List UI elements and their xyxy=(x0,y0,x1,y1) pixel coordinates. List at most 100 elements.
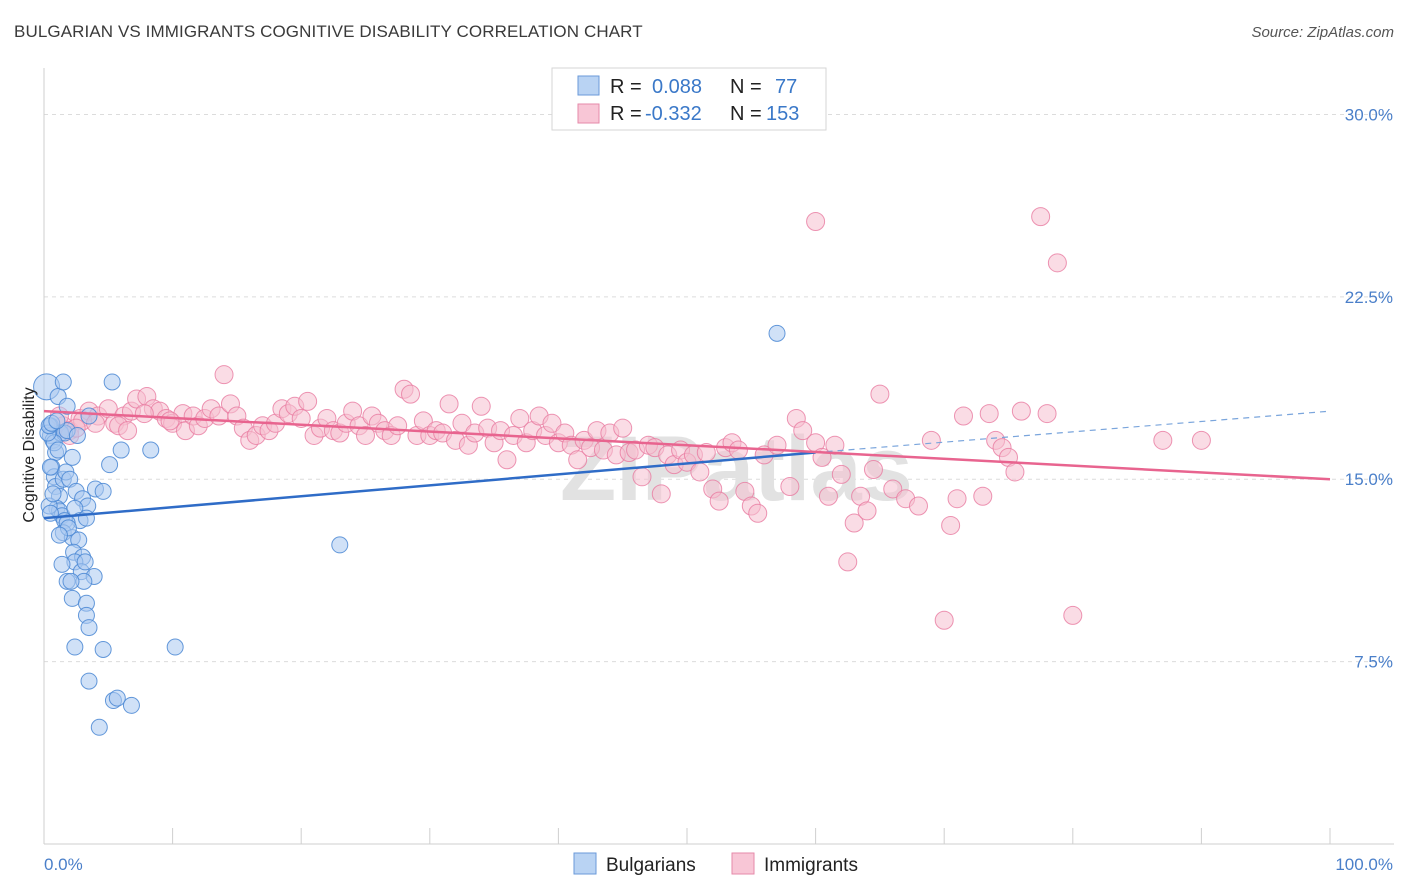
immigrants-point xyxy=(542,413,562,433)
immigrants-point xyxy=(632,467,652,487)
immigrants-point xyxy=(497,450,517,470)
immigrants-point xyxy=(134,404,154,424)
bulgarians-trend-extension xyxy=(815,410,1331,454)
bulgarians-point xyxy=(66,638,84,656)
immigrants-point xyxy=(613,418,633,438)
bulgarians-point xyxy=(94,640,112,658)
bulgarians-point xyxy=(53,555,71,573)
immigrants-trend-line xyxy=(43,409,1331,481)
bulgarians-point xyxy=(62,572,80,590)
immigrants-point xyxy=(1191,430,1211,450)
x-tick-label: 100.0% xyxy=(1335,855,1393,874)
immigrants-point xyxy=(947,489,967,509)
x-tick-label: 0.0% xyxy=(44,855,83,874)
legend-n-value-2: 153 xyxy=(766,103,799,125)
legend-n-label-1: N = xyxy=(730,76,762,98)
y-tick-label: 22.5% xyxy=(1345,288,1393,307)
immigrants-point xyxy=(160,411,180,431)
immigrants-point xyxy=(568,450,588,470)
immigrants-point xyxy=(844,513,864,533)
immigrants-point xyxy=(1037,404,1057,424)
immigrants-point xyxy=(471,396,491,416)
y-axis-title: Cognitive Disability xyxy=(21,387,38,522)
bulgarians-point xyxy=(63,448,81,466)
bulgarians-point xyxy=(122,696,140,714)
bottom-legend-swatch-immigrants xyxy=(731,852,755,875)
bulgarians-point xyxy=(77,509,95,527)
bulgarians-point xyxy=(54,373,72,391)
immigrants-point xyxy=(953,406,973,426)
bottom-legend-swatch-bulgarians xyxy=(573,852,597,875)
immigrants-point xyxy=(356,425,375,445)
legend-swatch-bulgarians xyxy=(577,75,600,96)
trend-lines xyxy=(43,409,1331,520)
immigrants-point xyxy=(806,211,826,231)
bulgarians-point xyxy=(44,485,62,503)
immigrants-point xyxy=(921,430,941,450)
bulgarians-point xyxy=(80,619,98,637)
immigrants-point xyxy=(831,464,851,484)
bulgarians-point xyxy=(103,373,121,391)
bulgarians-point xyxy=(112,441,130,459)
bulgarians-point xyxy=(50,526,68,544)
bulgarians-point xyxy=(331,536,349,554)
immigrants-point xyxy=(838,552,858,572)
axes xyxy=(43,68,1394,845)
legend-n-value-1: 77 xyxy=(775,76,797,98)
bulgarians-point xyxy=(142,441,160,459)
y-tick-labels: 7.5% 15.0% 22.5% 30.0% xyxy=(1345,105,1393,671)
legend-r-label-2: R = xyxy=(610,103,642,125)
immigrants-point xyxy=(793,421,813,441)
immigrants-point xyxy=(728,440,748,460)
immigrants-point xyxy=(1005,462,1025,482)
bulgarians-point xyxy=(76,553,94,571)
bulgarians-series xyxy=(33,324,786,736)
immigrants-point xyxy=(388,416,408,436)
legend-n-label-2: N = xyxy=(730,103,762,125)
bottom-legend-label-bulgarians: Bulgarians xyxy=(606,855,696,876)
y-tick-label: 15.0% xyxy=(1345,470,1393,489)
immigrants-point xyxy=(118,421,138,441)
bulgarians-point xyxy=(48,412,66,430)
y-tick-label: 30.0% xyxy=(1345,105,1393,124)
y-tick-label: 7.5% xyxy=(1354,653,1393,672)
immigrants-point xyxy=(870,384,890,404)
immigrants-point xyxy=(908,496,928,516)
bulgarians-point xyxy=(41,458,59,476)
immigrants-point xyxy=(439,394,459,414)
immigrants-point xyxy=(973,486,993,506)
bulgarians-trend-line xyxy=(43,451,816,520)
immigrants-point xyxy=(291,408,311,428)
immigrants-point xyxy=(651,484,671,504)
bulgarians-point xyxy=(108,689,126,707)
immigrants-point xyxy=(1031,207,1051,227)
bulgarians-point xyxy=(63,589,81,607)
legend-swatch-immigrants xyxy=(577,103,600,124)
chart-source: Source: ZipAtlas.com xyxy=(1251,24,1394,41)
bulgarians-point xyxy=(80,407,98,425)
immigrants-point xyxy=(1063,605,1083,625)
bulgarians-point xyxy=(768,324,786,342)
immigrants-point xyxy=(863,460,883,480)
bulgarians-point xyxy=(90,718,108,736)
grid-lines xyxy=(44,113,1394,663)
immigrants-point xyxy=(1047,253,1067,273)
immigrants-point xyxy=(214,365,234,385)
immigrants-point xyxy=(298,391,318,411)
bottom-legend-label-immigrants: Immigrants xyxy=(764,855,858,876)
immigrants-point xyxy=(709,491,729,511)
chart-title: BULGARIAN VS IMMIGRANTS COGNITIVE DISABI… xyxy=(14,22,643,41)
immigrants-point xyxy=(818,486,838,506)
bulgarians-point xyxy=(166,638,184,656)
bulgarians-point xyxy=(80,672,98,690)
immigrants-point xyxy=(780,477,800,497)
legend-r-value-2: -0.332 xyxy=(645,103,702,125)
immigrants-point xyxy=(857,501,877,521)
immigrants-point xyxy=(979,404,999,424)
bulgarians-point xyxy=(58,397,76,415)
immigrants-point xyxy=(510,408,530,428)
immigrants-point xyxy=(748,503,768,523)
immigrants-point xyxy=(1011,401,1031,421)
legend-r-label-1: R = xyxy=(610,76,642,98)
